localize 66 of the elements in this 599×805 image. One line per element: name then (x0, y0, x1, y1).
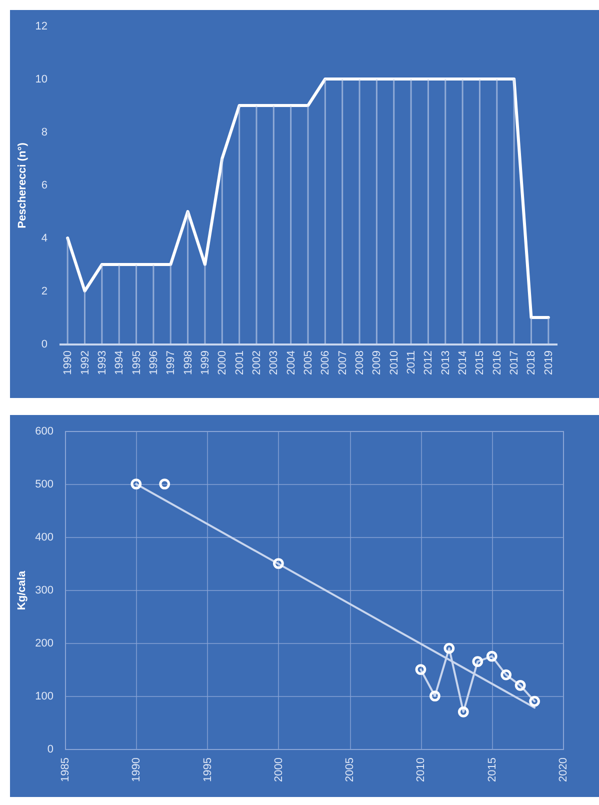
point (514, 680, 526, 691)
y-tick-label: 600 (35, 426, 54, 438)
x-tick-label: 1995 (202, 758, 214, 782)
x-tick-label: 2007 (336, 350, 349, 375)
point (486, 650, 498, 662)
x-tick-label: 1990 (62, 350, 74, 375)
y-tick-label: 6 (41, 180, 48, 192)
y-tick-label: 4 (41, 232, 48, 244)
x-tick-label: 2010 (388, 350, 400, 375)
x-tick-label: 1999 (199, 350, 212, 375)
x-tick-label: 1997 (165, 350, 178, 375)
x-tick-label: 1985 (60, 758, 72, 782)
x-tick-label: 1993 (96, 350, 108, 375)
y-axis-title: Pescherecci (n°) (16, 142, 28, 228)
x-tick-label: 2003 (268, 350, 280, 375)
x-tick-label: 1994 (114, 350, 126, 375)
y-tick-label: 2 (41, 286, 48, 298)
point (444, 642, 455, 654)
y-tick-label: 8 (41, 126, 48, 138)
x-tick-label: 1990 (130, 758, 143, 782)
y-tick-label: 0 (47, 744, 54, 756)
y-tick-label: 100 (35, 690, 54, 702)
x-tick-label: 1995 (130, 350, 143, 375)
point (458, 706, 469, 718)
x-tick-label: 2016 (491, 350, 504, 375)
line-series (66, 78, 550, 319)
x-tick-label: 2005 (344, 758, 356, 782)
x-tick-label: 2012 (422, 350, 435, 375)
point (500, 669, 512, 680)
x-tick-label: 2015 (486, 758, 498, 782)
x-tick-label: 2011 (406, 350, 418, 374)
x-tick-label: 2019 (542, 350, 555, 375)
point (159, 478, 170, 490)
x-tick-label: 2000 (216, 350, 229, 375)
x-tick-label: 2004 (285, 350, 298, 375)
point (415, 664, 426, 675)
y-tick-label: 200 (35, 638, 54, 650)
x-tick-label: 2017 (508, 350, 521, 375)
x-tick-label: 2014 (457, 350, 470, 375)
x-tick-label: 1998 (182, 350, 194, 375)
x-tick-label: 2018 (526, 350, 538, 375)
x-tick-label: 2000 (272, 758, 285, 782)
point (130, 478, 142, 490)
y-tick-label: 12 (35, 20, 48, 32)
y-tick-label: 0 (41, 338, 48, 350)
x-tick-label: 2013 (440, 350, 452, 375)
y-tick-label: 10 (35, 74, 48, 86)
x-tick-label: 2006 (320, 350, 332, 375)
y-tick-label: 400 (35, 532, 54, 544)
x-tick-label: 2015 (474, 350, 486, 375)
point (472, 656, 484, 667)
x-tick-label: 2020 (558, 758, 570, 782)
x-tick-label: 2009 (371, 350, 384, 375)
point (272, 558, 284, 569)
x-tick-label: 2010 (415, 758, 428, 782)
y-tick-label: 300 (35, 584, 54, 596)
x-tick-label: 2008 (354, 350, 366, 375)
x-tick-label: 2001 (234, 350, 246, 375)
x-tick-label: 2002 (250, 350, 263, 375)
point (430, 690, 440, 702)
point (529, 696, 540, 707)
x-tick-label: 2005 (302, 350, 314, 375)
y-tick-label: 500 (35, 478, 54, 490)
x-tick-label: 1992 (79, 350, 92, 375)
y-axis-title: Kg/cala (16, 570, 28, 610)
x-tick-label: 1996 (148, 350, 160, 375)
